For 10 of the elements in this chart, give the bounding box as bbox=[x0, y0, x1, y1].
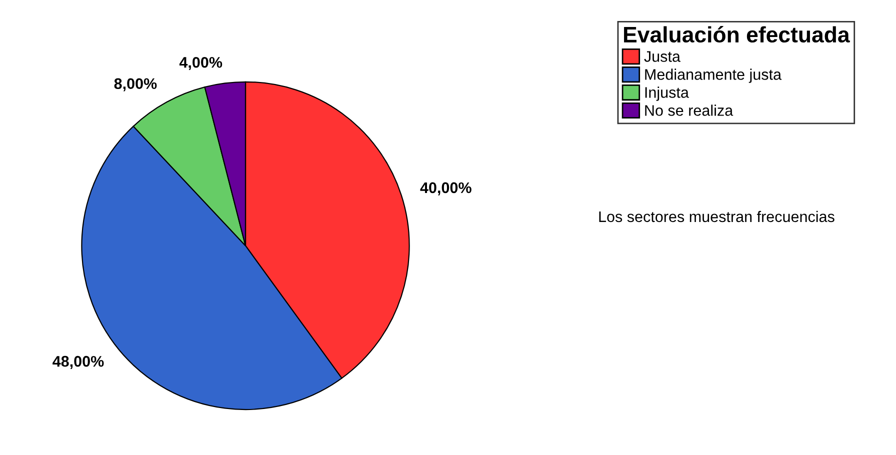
data-label: 40,00% bbox=[420, 182, 472, 196]
data-label: 8,00% bbox=[114, 78, 157, 92]
legend-label: No se realiza bbox=[645, 104, 734, 116]
text: Los sectores muestran frecuencias bbox=[599, 210, 834, 222]
data-label: 48,00% bbox=[52, 356, 104, 369]
legend-label: Injusta bbox=[645, 86, 689, 101]
legend-title: Evaluación efectuada bbox=[624, 26, 850, 43]
data-label: 4,00% bbox=[179, 56, 222, 70]
legend-label: Justa bbox=[644, 51, 680, 62]
legend-label: Medianamente justa bbox=[645, 68, 782, 83]
